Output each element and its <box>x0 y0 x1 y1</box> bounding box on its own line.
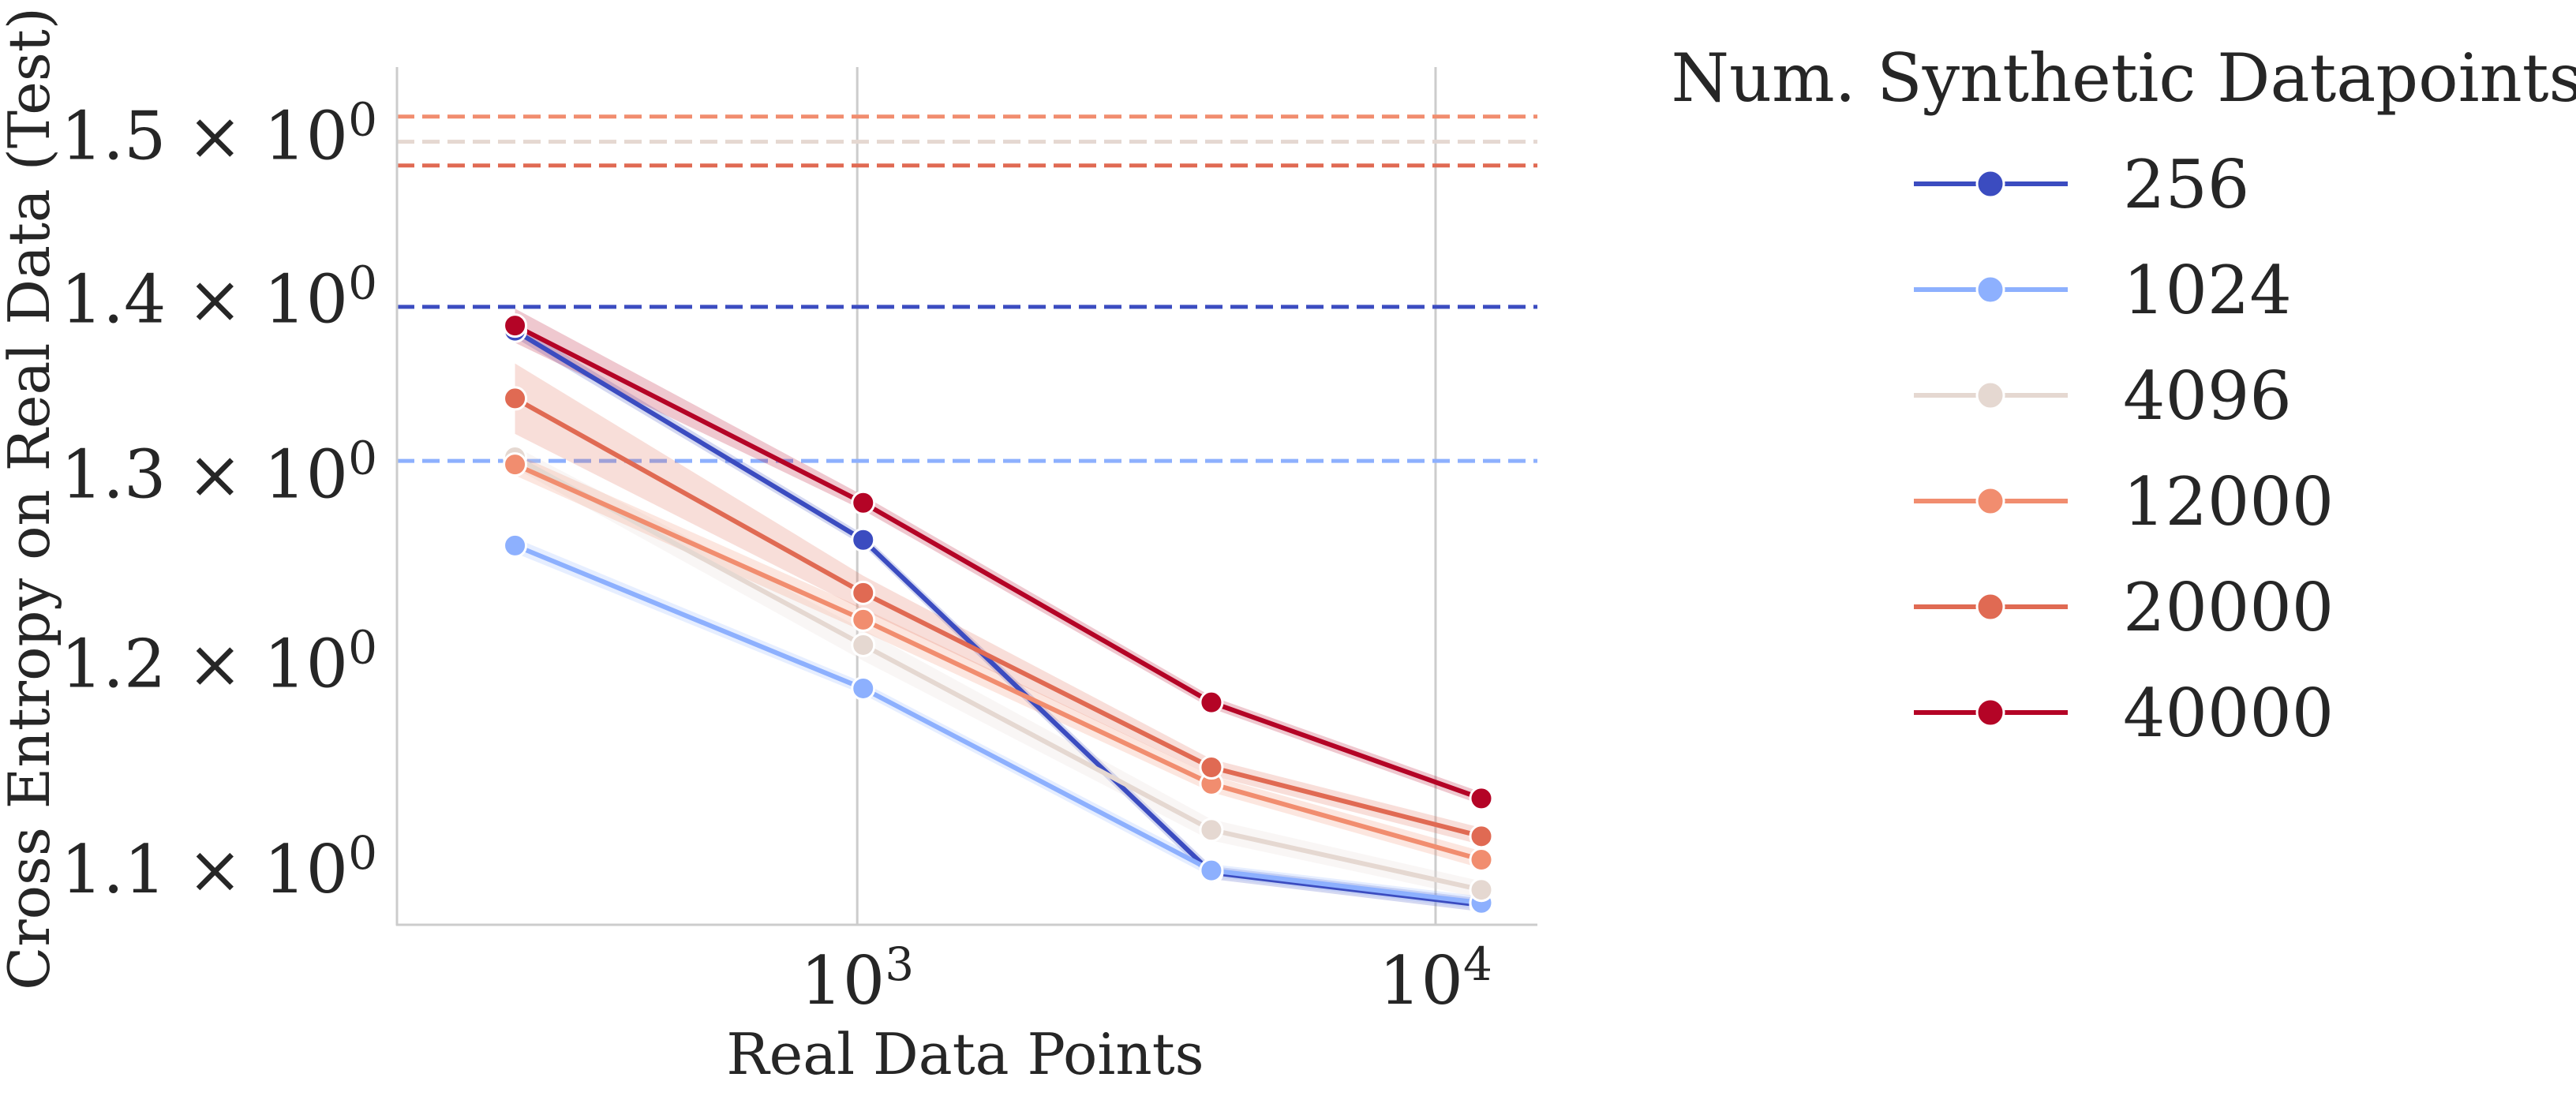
legend-label-12000: 12000 <box>2123 463 2334 541</box>
line-1024 <box>512 543 1484 906</box>
marker-40000-0 <box>503 313 528 339</box>
marker-20000-3 <box>1469 824 1494 849</box>
band-256 <box>515 324 1481 912</box>
marker-20000-0 <box>503 386 528 411</box>
legend-marker-4096 <box>1975 380 2005 410</box>
marker-20000-1 <box>851 580 876 605</box>
band-12000 <box>515 453 1481 869</box>
series-markers <box>503 313 1494 918</box>
y-axis-label: Cross Entropy on Real Data (Test) <box>0 7 62 990</box>
legend-item-12000: 12000 <box>1914 463 2334 541</box>
line-4096 <box>512 454 1484 892</box>
legend-label-256: 256 <box>2123 146 2249 223</box>
x-tick-label-0: 103 <box>800 937 914 1019</box>
y-tick-label-2: 1.3 × 100 <box>61 431 377 513</box>
axis-spines <box>395 67 1537 926</box>
legend-item-20000: 20000 <box>1914 569 2334 646</box>
legend-item-256: 256 <box>1914 146 2249 223</box>
marker-4096-1 <box>851 632 876 657</box>
legend-item-1024: 1024 <box>1914 252 2292 329</box>
y-axis-ticks: 1.1 × 100 1.2 × 100 1.3 × 100 1.4 × 100 1.5 … <box>61 93 377 909</box>
y-tick-label-1: 1.2 × 100 <box>61 620 377 702</box>
y-tick-label-4: 1.5 × 100 <box>61 93 377 175</box>
legend-label-40000: 40000 <box>2123 675 2334 752</box>
legend-marker-256 <box>1975 169 2005 199</box>
legend-marker-12000 <box>1975 486 2005 516</box>
marker-12000-3 <box>1469 847 1494 873</box>
marker-40000-1 <box>851 490 876 515</box>
line-20000 <box>512 395 1484 839</box>
x-axis-ticks: 103 104 <box>800 937 1492 1019</box>
marker-12000-1 <box>851 607 876 632</box>
x-axis-label: Real Data Points <box>726 1021 1204 1087</box>
legend-item-40000: 40000 <box>1914 675 2334 752</box>
legend-title: Num. Synthetic Datapoints <box>1671 39 2576 117</box>
legend-marker-40000 <box>1975 698 2005 728</box>
y-tick-label-3: 1.4 × 100 <box>61 256 377 338</box>
baseline-dashed-lines <box>397 114 1537 463</box>
legend-label-20000: 20000 <box>2123 569 2334 646</box>
marker-40000-2 <box>1199 690 1224 715</box>
marker-4096-2 <box>1199 817 1224 843</box>
marker-1024-1 <box>851 675 876 701</box>
marker-40000-3 <box>1469 786 1494 811</box>
y-tick-label-0: 1.1 × 100 <box>61 826 377 908</box>
line-12000 <box>512 462 1484 862</box>
x-tick-label-1: 104 <box>1379 937 1492 1019</box>
confidence-bands <box>515 309 1481 912</box>
marker-4096-3 <box>1469 877 1494 903</box>
legend-marker-20000 <box>1975 592 2005 622</box>
line-40000 <box>512 323 1484 801</box>
legend-marker-1024 <box>1975 275 2005 305</box>
marker-256-1 <box>851 527 876 552</box>
marker-1024-2 <box>1199 858 1224 883</box>
marker-1024-0 <box>503 533 528 558</box>
series-lines <box>512 323 1484 908</box>
legend-label-4096: 4096 <box>2123 357 2292 435</box>
marker-12000-0 <box>503 452 528 477</box>
legend-item-4096: 4096 <box>1914 357 2292 435</box>
legend-label-1024: 1024 <box>2123 252 2292 329</box>
legend: Num. Synthetic Datapoints 256 1024 4096 120… <box>1671 39 2576 752</box>
marker-20000-2 <box>1199 754 1224 780</box>
